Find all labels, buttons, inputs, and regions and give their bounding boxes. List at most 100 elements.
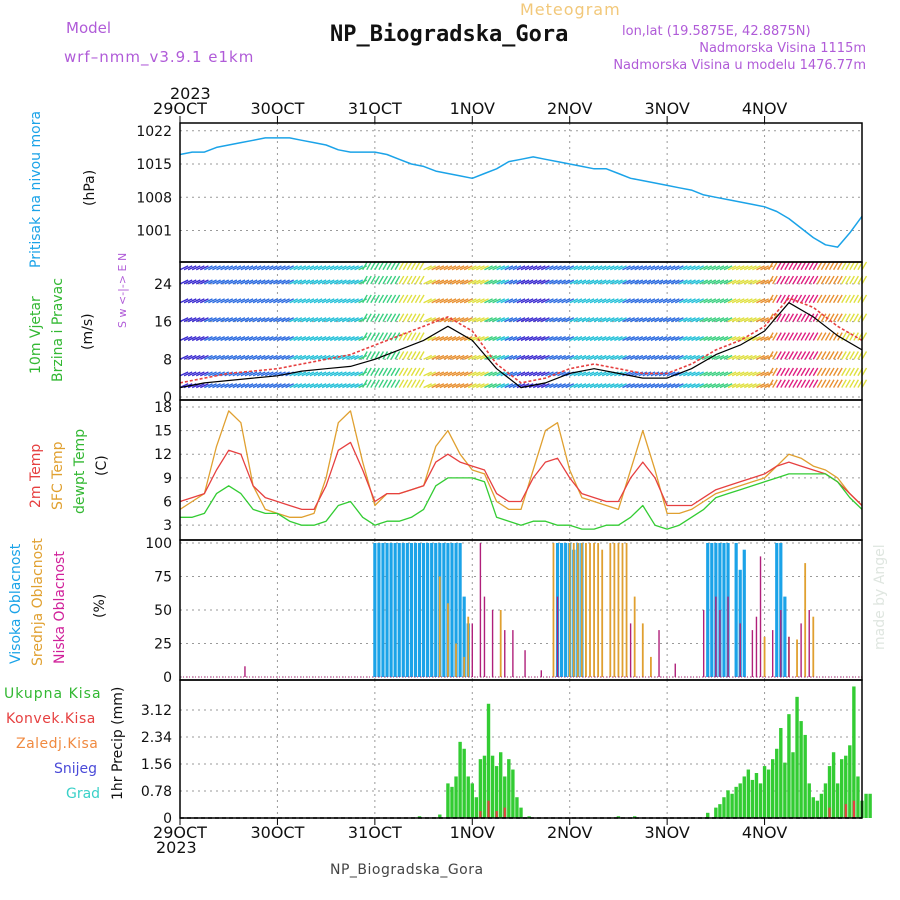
wind-barb [642, 335, 652, 342]
wind-barb [674, 298, 684, 304]
wind-barb [248, 354, 258, 360]
wind-barb [748, 383, 757, 389]
wind-barb [837, 294, 843, 304]
wind-barb [374, 313, 380, 322]
wind-barb [325, 265, 335, 271]
wind-barb [244, 335, 254, 342]
wind-barb [512, 335, 522, 342]
wind-barb [776, 313, 782, 322]
wind-barb [224, 383, 234, 389]
wind-barb [520, 335, 530, 342]
x-tick-label-top: 2NOV [547, 99, 592, 118]
wind-barb [260, 317, 270, 323]
wind-barb [232, 317, 242, 323]
wind-barb [727, 279, 737, 285]
wind-barb [248, 279, 258, 285]
wind-barb [760, 265, 769, 271]
wind-barb [776, 332, 782, 341]
wind-barb [402, 367, 409, 377]
wind-barb [618, 317, 627, 323]
wind-barb [756, 317, 765, 323]
mid-cloud-bar [499, 610, 502, 677]
wind-barb [354, 383, 364, 389]
wind-barb [252, 265, 262, 271]
wind-barb [837, 367, 843, 377]
wind-barb [743, 265, 753, 271]
wind-barb [496, 335, 506, 342]
wind-barb [366, 379, 372, 388]
wind-barb [593, 279, 603, 285]
precip-total-bar [795, 696, 799, 818]
wind-barb [277, 335, 286, 342]
wind-barb [285, 279, 295, 285]
wind-barb [776, 379, 782, 388]
wind-barb [378, 332, 385, 341]
wind-barb [289, 265, 299, 271]
low-cloud-bar [771, 630, 774, 677]
precip-total-bar [783, 762, 787, 818]
wind-barb [735, 317, 745, 323]
wind-barb [610, 383, 619, 389]
precip-total-bar [831, 752, 836, 818]
high-cloud-bar [373, 543, 377, 677]
wind-barb [666, 383, 676, 389]
wind-barb [333, 279, 343, 285]
wind-barb [557, 335, 566, 342]
precip-total-bar [482, 755, 487, 818]
wind-barb [532, 371, 542, 377]
wind-barb [756, 298, 765, 304]
wind-barb [577, 265, 587, 271]
wind-barb [557, 298, 566, 304]
wind-barb [236, 335, 246, 342]
high-cloud-bar [434, 543, 438, 677]
wind-barb [508, 317, 518, 323]
wind-barb [541, 298, 550, 304]
wind-barb [541, 265, 550, 271]
wind-barb [321, 279, 331, 285]
wind-barb [658, 335, 668, 342]
wind-barb [309, 265, 319, 271]
wind-barb [504, 279, 514, 285]
wind-barb [679, 279, 688, 285]
wind-barb [264, 335, 274, 342]
wind-barb [362, 332, 368, 341]
wind-barb [492, 317, 502, 323]
wind-barb [390, 379, 397, 388]
y-tick-label: 1008 [136, 190, 172, 206]
wind-barb [378, 379, 385, 388]
wind-barb [662, 298, 672, 304]
wind-barb [512, 265, 522, 271]
wind-barb [650, 317, 660, 323]
wind-barb [313, 298, 323, 304]
wind-barb [772, 294, 778, 304]
wind-barb [849, 332, 855, 341]
wind-barb [618, 354, 627, 360]
wind-barb [804, 294, 811, 304]
wind-barb [427, 383, 437, 389]
wind-barb [216, 354, 225, 360]
wind-barb [333, 317, 343, 323]
wind-barb [654, 279, 664, 285]
wind-barb [418, 313, 425, 322]
y-tick-label: 1015 [136, 157, 172, 173]
wind-barb [731, 279, 741, 285]
wind-barb [739, 279, 749, 285]
mid-cloud-bar [613, 543, 616, 677]
precip-total-bar [746, 769, 751, 818]
wind-barb [719, 317, 729, 323]
wind-barb [711, 354, 721, 360]
wind-barb [703, 279, 713, 285]
wind-barb [471, 383, 481, 389]
wind-barb [719, 298, 729, 304]
wind-barb [650, 383, 660, 389]
wind-barb [244, 279, 254, 285]
wind-barb [796, 261, 803, 271]
wind-barb [269, 317, 278, 323]
wind-barb [293, 317, 303, 323]
wind-barb [528, 335, 538, 342]
wind-barb [589, 265, 599, 271]
low-cloud-bar [739, 623, 741, 677]
precip-total-bar [791, 752, 795, 818]
wind-barb [480, 383, 489, 389]
wind-barb [674, 354, 684, 360]
